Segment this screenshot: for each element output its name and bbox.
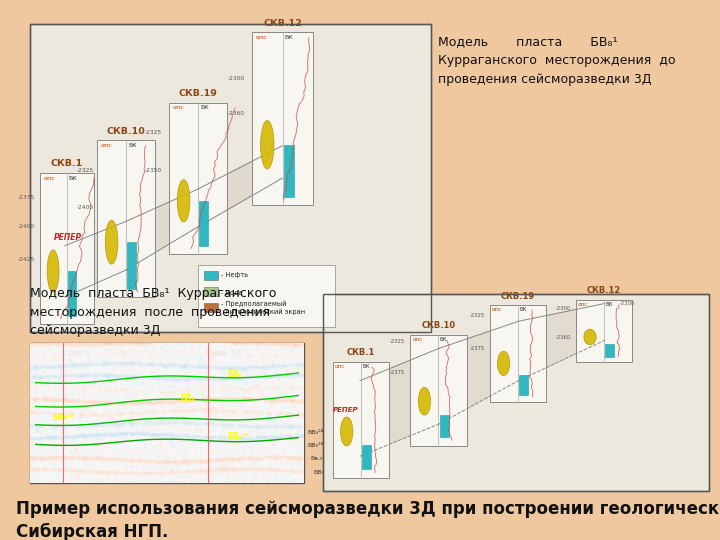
Bar [576, 300, 632, 362]
Text: Модель       пласта       БВ₈¹
Курраганского  месторождения  до
проведения сейсм: Модель пласта БВ₈¹ Курраганского месторо… [438, 35, 675, 86]
Text: БК: БК [519, 307, 526, 312]
Bar [284, 145, 294, 197]
Text: - Нефть: - Нефть [221, 272, 248, 279]
Text: -2300: -2300 [620, 301, 635, 306]
Text: СКВ.12: СКВ.12 [587, 286, 621, 295]
Bar [410, 335, 467, 446]
Text: -2325: -2325 [145, 130, 162, 135]
Text: αпс: αпс [335, 364, 345, 369]
Ellipse shape [261, 120, 274, 169]
Bar [204, 303, 218, 312]
Text: СКВ.1: СКВ.1 [50, 159, 83, 168]
Text: αпс: αпс [256, 35, 267, 40]
Text: -2350: -2350 [145, 167, 162, 173]
Text: -2325: -2325 [469, 313, 485, 319]
Ellipse shape [498, 351, 510, 376]
Text: αпс: αпс [173, 105, 184, 110]
Text: БВ₆: БВ₆ [228, 370, 242, 380]
Text: αпс: αпс [413, 337, 423, 342]
Ellipse shape [177, 180, 190, 222]
Text: αпс: αпс [578, 302, 588, 307]
Polygon shape [439, 321, 518, 424]
Ellipse shape [341, 417, 353, 446]
Bar [519, 375, 528, 395]
Text: Бв.г: Бв.г [310, 456, 324, 462]
Text: БК: БК [128, 143, 137, 148]
Bar [30, 24, 431, 332]
Text: -2360: -2360 [228, 111, 245, 116]
Text: БВ₈¹ᴮ: БВ₈¹ᴮ [307, 443, 324, 448]
Text: СКВ.19: СКВ.19 [500, 292, 535, 301]
Text: БК: БК [69, 176, 77, 180]
Text: - Вода: - Вода [221, 288, 243, 295]
Text: БВ₈¹ᴮ: БВ₈¹ᴮ [228, 432, 249, 441]
Text: БВ₈¹ᴬ: БВ₈¹ᴬ [307, 429, 324, 435]
Text: скв. 17: скв. 17 [214, 350, 239, 356]
Bar [199, 201, 208, 246]
Text: Пример использования сейсморазведки 3Д при построении геологической модели. Запа: Пример использования сейсморазведки 3Д п… [16, 500, 720, 540]
Text: -2375: -2375 [17, 194, 35, 200]
Text: -2360: -2360 [556, 335, 571, 340]
Text: БК: БК [606, 302, 613, 307]
Bar [323, 294, 709, 491]
Text: СКВ.12: СКВ.12 [264, 19, 302, 28]
Text: БК: БК [440, 337, 447, 342]
Bar [97, 140, 155, 297]
Text: -2300: -2300 [556, 306, 571, 312]
Text: αпс: αпс [101, 143, 112, 148]
Polygon shape [198, 146, 282, 227]
Text: БВ₈¹ᴬ: БВ₈¹ᴬ [52, 413, 74, 422]
Polygon shape [65, 221, 126, 297]
Text: БК: БК [362, 364, 369, 369]
Text: СКВ.10: СКВ.10 [421, 321, 456, 330]
Text: αпс: αпс [492, 307, 502, 312]
Bar [323, 294, 709, 491]
Text: -2300: -2300 [228, 76, 245, 81]
Text: -2325: -2325 [76, 167, 94, 173]
Bar [30, 24, 431, 332]
Bar [204, 271, 218, 280]
Bar [30, 343, 304, 483]
Text: БВ₈: БВ₈ [313, 470, 324, 475]
Text: скв. 1: скв. 1 [68, 350, 90, 356]
Text: -2425: -2425 [17, 256, 35, 262]
Text: -2375: -2375 [469, 346, 485, 351]
Polygon shape [126, 189, 198, 270]
Text: -2400: -2400 [76, 205, 94, 211]
Bar [198, 265, 335, 327]
Bar [40, 173, 94, 324]
Text: БК: БК [200, 105, 209, 110]
Bar [362, 446, 371, 469]
Text: -2400: -2400 [17, 224, 35, 230]
Text: БВ₈: БВ₈ [181, 394, 195, 403]
Bar [127, 242, 136, 289]
Bar [204, 287, 218, 296]
Text: - Предполагаемый
  литологический экран: - Предполагаемый литологический экран [221, 301, 305, 315]
Ellipse shape [48, 250, 59, 292]
Polygon shape [360, 348, 439, 456]
Text: БК: БК [285, 35, 293, 40]
Ellipse shape [584, 329, 596, 345]
Text: РЕПЕР: РЕПЕР [54, 233, 82, 242]
Text: αпс: αпс [43, 176, 55, 180]
Text: -2375: -2375 [390, 370, 405, 375]
Text: -2325: -2325 [390, 339, 405, 344]
Bar [169, 103, 227, 254]
Bar [68, 271, 76, 316]
Bar [333, 362, 389, 478]
Text: СКВ.10: СКВ.10 [107, 127, 145, 136]
Text: СКВ.19: СКВ.19 [179, 89, 217, 98]
Bar [252, 32, 313, 205]
Bar [440, 415, 449, 437]
Text: РЕПЕР: РЕПЕР [333, 407, 359, 414]
Bar [490, 305, 546, 402]
Polygon shape [518, 303, 605, 381]
Ellipse shape [418, 387, 431, 415]
Bar [606, 345, 614, 357]
Text: Модель  пласта  БВ₈¹  Курраганского
месторождения  после  проведения
сейсморазве: Модель пласта БВ₈¹ Курраганского месторо… [30, 287, 276, 338]
Ellipse shape [105, 220, 118, 264]
Text: СКВ.1: СКВ.1 [346, 348, 375, 357]
